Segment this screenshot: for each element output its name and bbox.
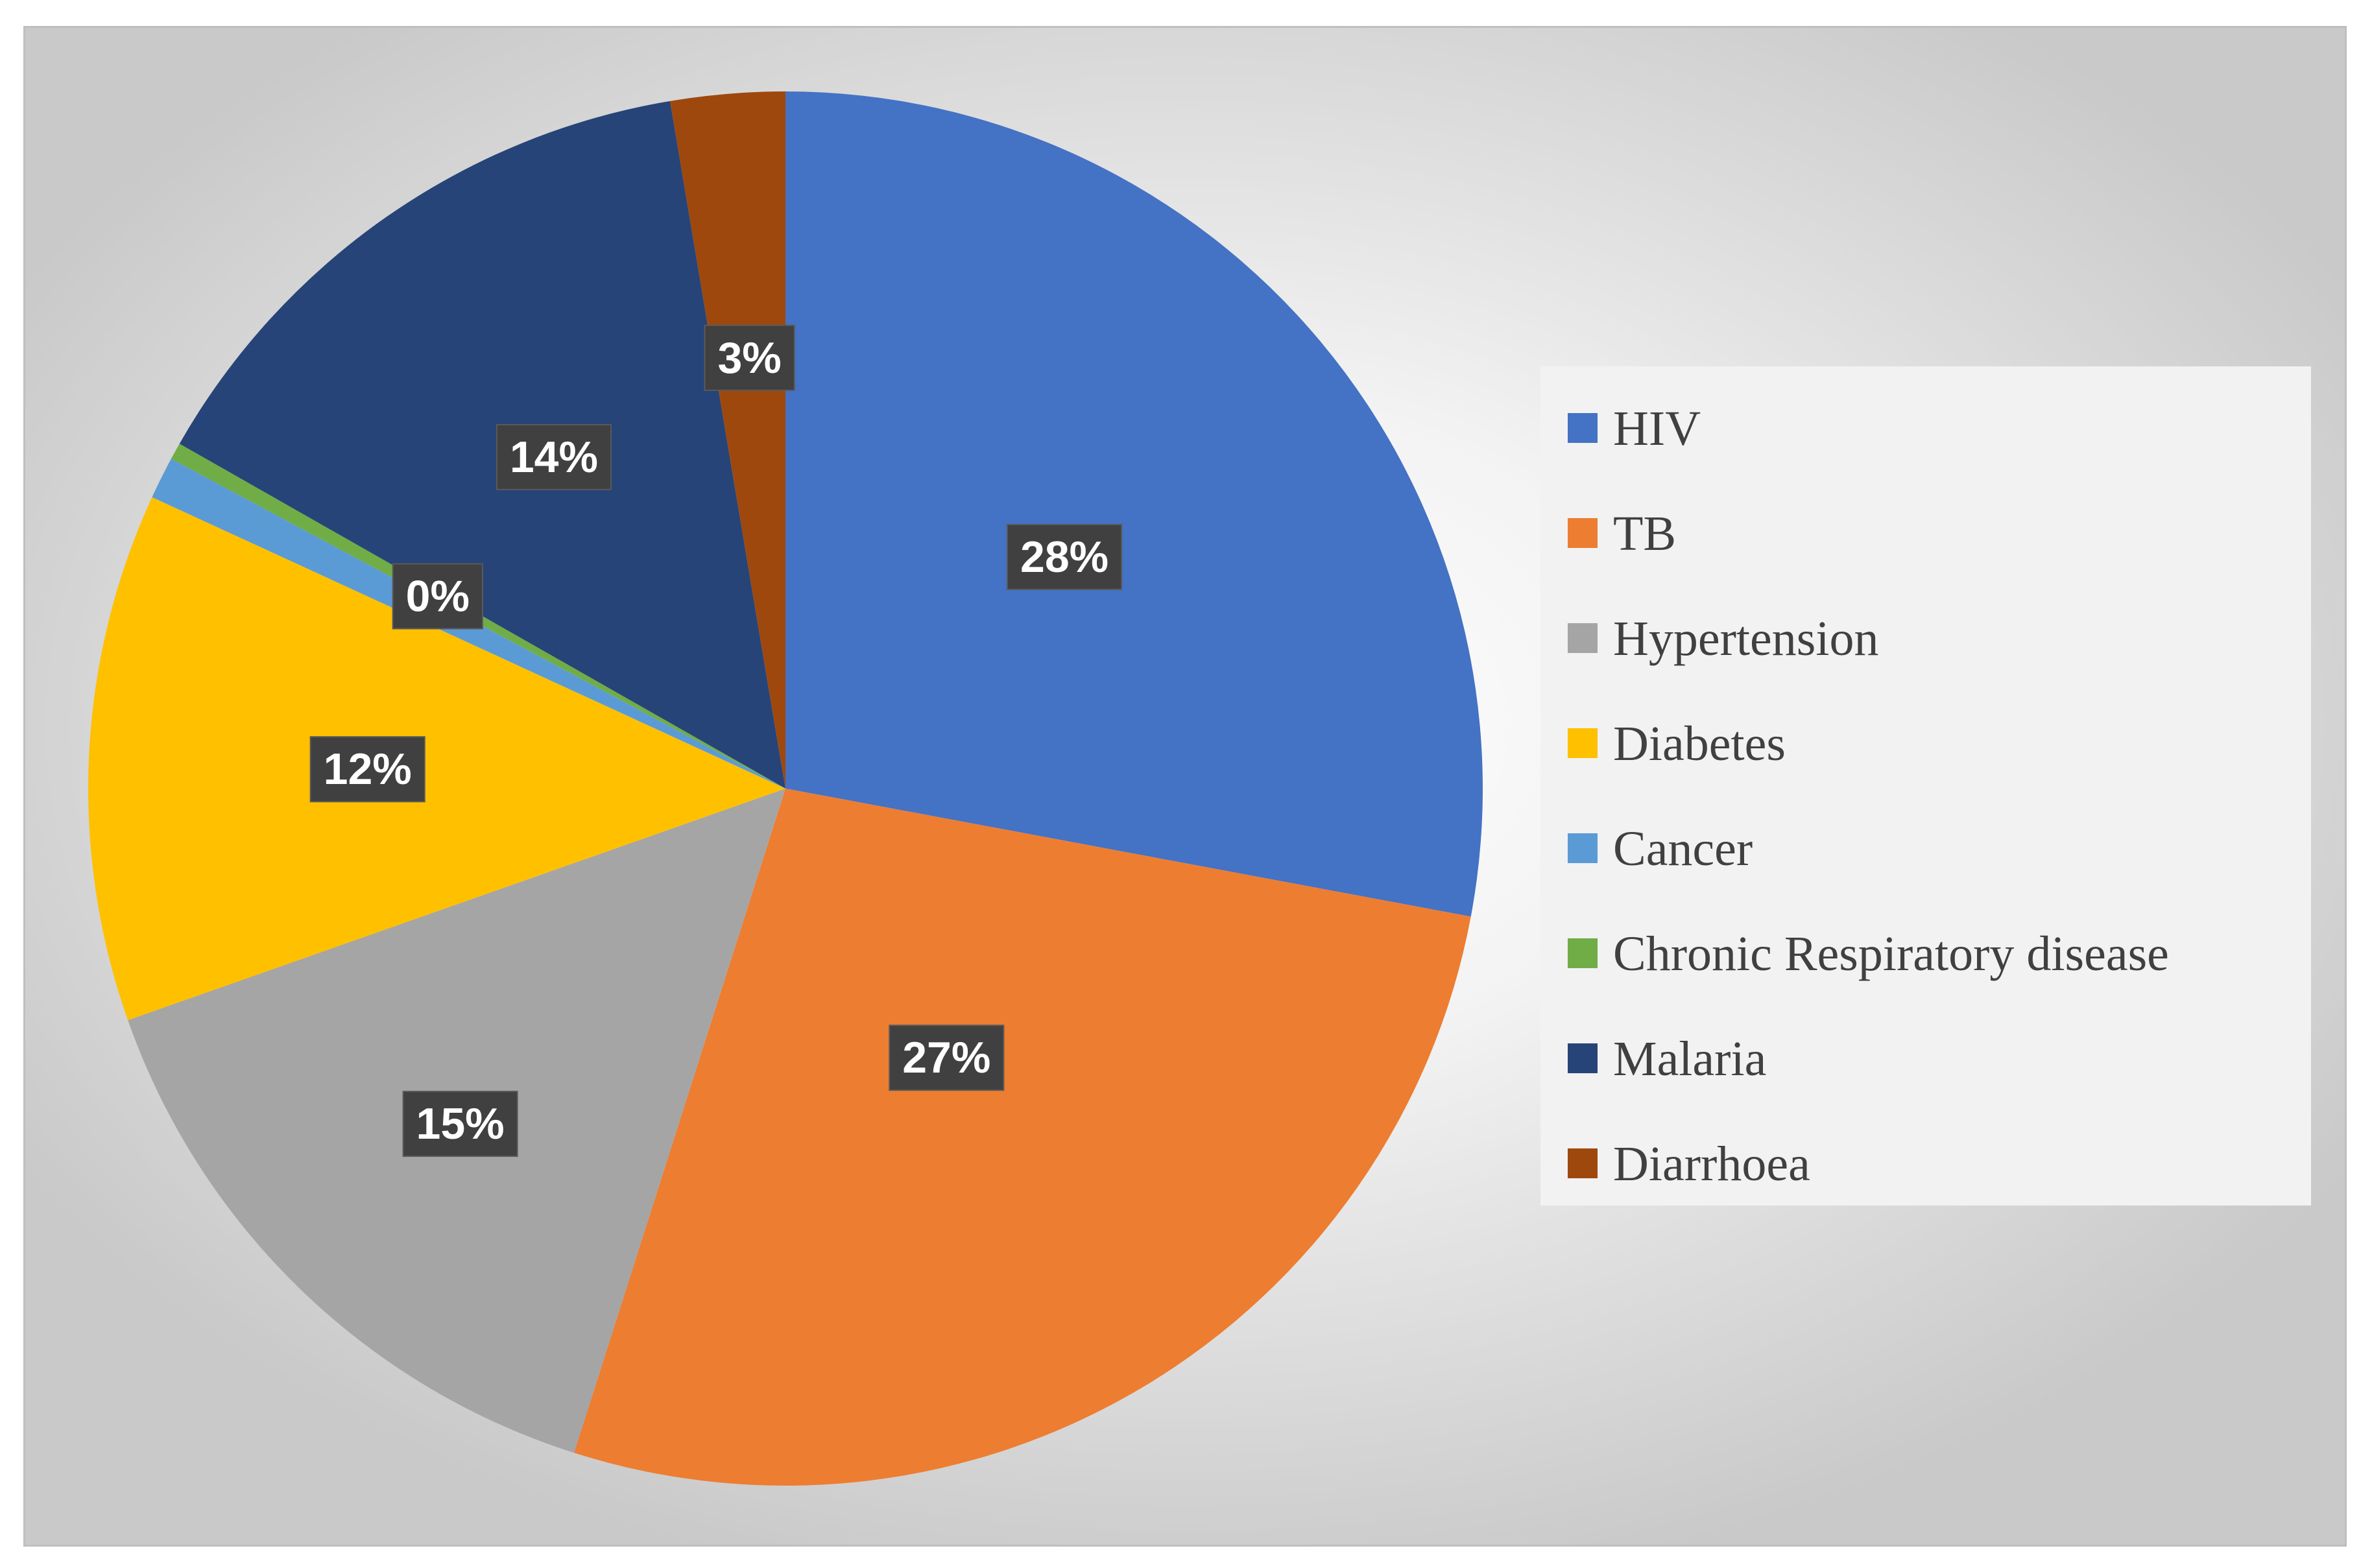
legend-swatch-hiv xyxy=(1568,413,1598,443)
data-label-box-tb xyxy=(889,1025,1005,1091)
legend-label-diarrhoea: Diarrhoea xyxy=(1613,1137,1810,1191)
data-label-diarrhoea: 3% xyxy=(704,324,795,391)
data-label-box-chronic-respiratory-disease xyxy=(392,563,483,630)
legend-label-tb: TB xyxy=(1613,506,1677,561)
legend-swatch-tb xyxy=(1568,518,1598,548)
legend-item-chronic-respiratory-disease: Chronic Respiratory disease xyxy=(1540,921,2311,1027)
data-label-text-tb: 27% xyxy=(902,1033,990,1082)
legend-item-malaria: Malaria xyxy=(1540,1027,2311,1132)
pie-data-labels: 28% 27% 15% 12% 0% 14% 3% xyxy=(309,324,1123,1158)
data-label-box-hypertension xyxy=(402,1091,518,1158)
legend-item-diarrhoea: Diarrhoea xyxy=(1540,1132,2311,1237)
data-label-tb: 27% xyxy=(889,1025,1005,1091)
data-label-text-diabetes: 12% xyxy=(324,744,412,794)
legend-label-hypertension: Hypertension xyxy=(1613,612,1879,666)
data-label-box-diarrhoea xyxy=(704,324,795,391)
data-label-chronic-respiratory-disease: 0% xyxy=(392,563,483,630)
chart-area: 28% 27% 15% 12% 0% 14% 3% HIV TB Hypertension … xyxy=(23,26,2347,1547)
legend-item-hypertension: Hypertension xyxy=(1540,606,2311,711)
legend-label-malaria: Malaria xyxy=(1613,1032,1767,1086)
legend-item-tb: TB xyxy=(1540,501,2311,606)
data-label-text-hiv: 28% xyxy=(1020,532,1108,582)
pie-slice-diabetes xyxy=(88,497,786,1021)
pie-slice-tb xyxy=(574,789,1471,1486)
legend: HIV TB Hypertension Diabetes Cancer Chro… xyxy=(1540,366,2311,1206)
data-label-hypertension: 15% xyxy=(402,1091,518,1158)
legend-item-diabetes: Diabetes xyxy=(1540,711,2311,816)
legend-label-diabetes: Diabetes xyxy=(1613,717,1786,771)
legend-swatch-diabetes xyxy=(1568,728,1598,758)
data-label-text-chronic-respiratory-disease: 0% xyxy=(406,571,470,621)
data-label-text-malaria: 14% xyxy=(510,433,598,482)
pie-slice-malaria xyxy=(179,101,785,789)
legend-swatch-cancer xyxy=(1568,833,1598,863)
legend-swatch-malaria xyxy=(1568,1043,1598,1073)
data-label-malaria: 14% xyxy=(496,423,612,490)
pie-slice-hiv xyxy=(785,91,1483,917)
legend-swatch-chronic-respiratory-disease xyxy=(1568,938,1598,968)
data-label-box-diabetes xyxy=(309,736,425,803)
legend-swatch-diarrhoea xyxy=(1568,1148,1598,1178)
data-label-text-diarrhoea: 3% xyxy=(717,333,781,383)
legend-label-hiv: HIV xyxy=(1613,401,1701,456)
data-label-box-malaria xyxy=(496,423,612,490)
legend-item-hiv: HIV xyxy=(1540,396,2311,501)
legend-swatch-hypertension xyxy=(1568,623,1598,653)
data-label-diabetes: 12% xyxy=(309,736,425,803)
data-label-box-hiv xyxy=(1007,523,1123,590)
data-label-hiv: 28% xyxy=(1007,523,1123,590)
legend-item-cancer: Cancer xyxy=(1540,816,2311,921)
legend-label-chronic-respiratory-disease: Chronic Respiratory disease xyxy=(1613,927,2169,981)
data-label-text-hypertension: 15% xyxy=(416,1099,505,1148)
pie-slices xyxy=(88,91,1483,1486)
pie-chart: 28% 27% 15% 12% 0% 14% 3% xyxy=(88,91,1483,1486)
legend-label-cancer: Cancer xyxy=(1613,822,1753,876)
pie-slice-diarrhoea xyxy=(670,91,785,789)
